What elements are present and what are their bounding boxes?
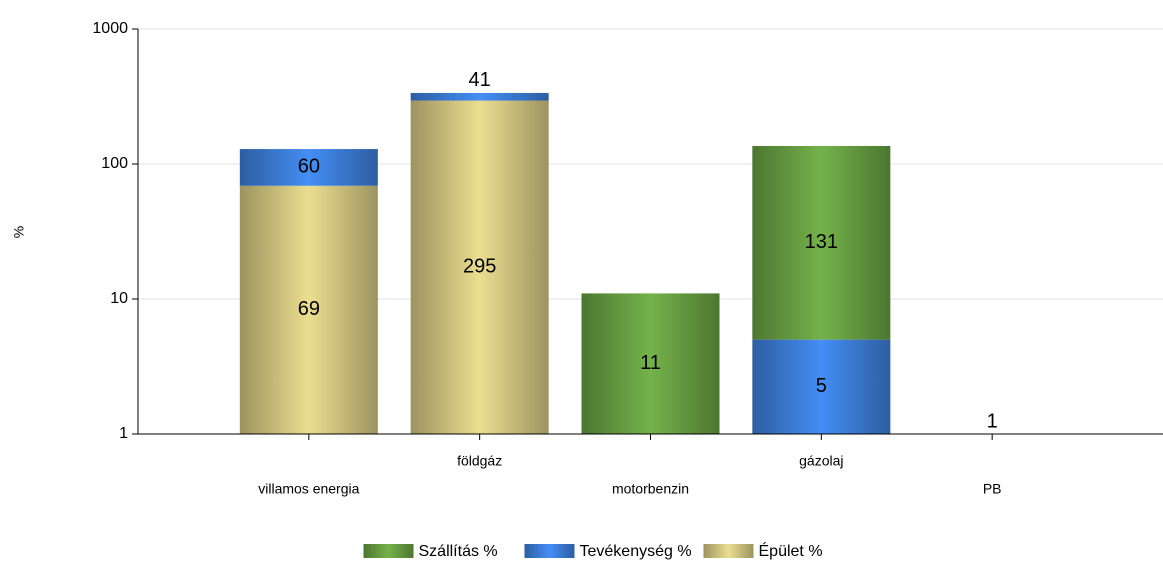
- bar-segment: [239, 149, 378, 186]
- y-axis-label: %: [11, 226, 27, 238]
- bar-segment: [410, 100, 549, 434]
- x-tick-label: földgáz: [457, 453, 502, 469]
- x-tick-label: motorbenzin: [612, 481, 689, 497]
- x-tick-label: PB: [983, 481, 1002, 497]
- legend-swatch: [703, 544, 754, 558]
- y-tick-label: 10: [110, 290, 128, 307]
- bar-segment: [239, 185, 378, 434]
- data-label: 295: [463, 256, 496, 278]
- data-label: 131: [805, 231, 838, 253]
- legend-label: Épület %: [759, 541, 823, 560]
- data-label: 1: [987, 410, 998, 432]
- y-tick-label: 100: [101, 155, 128, 172]
- x-tick-label: villamos energia: [258, 481, 359, 497]
- legend-swatch: [363, 544, 414, 558]
- legend-swatch: [524, 544, 575, 558]
- y-tick-label: 1000: [92, 20, 128, 37]
- bar-segment: [752, 339, 891, 434]
- data-label: 11: [640, 352, 661, 374]
- legend-label: Tevékenység %: [580, 543, 692, 560]
- data-label: 5: [816, 375, 827, 397]
- x-tick-label: gázolaj: [799, 453, 843, 469]
- y-tick-label: 1: [119, 425, 128, 442]
- data-label: 69: [298, 298, 320, 320]
- data-label: 60: [298, 156, 320, 178]
- data-label: 41: [469, 69, 491, 91]
- legend-label: Szállítás %: [419, 543, 498, 560]
- bar-segment: [410, 92, 549, 101]
- bar-segment: [581, 293, 720, 434]
- bar-segment: [752, 145, 891, 340]
